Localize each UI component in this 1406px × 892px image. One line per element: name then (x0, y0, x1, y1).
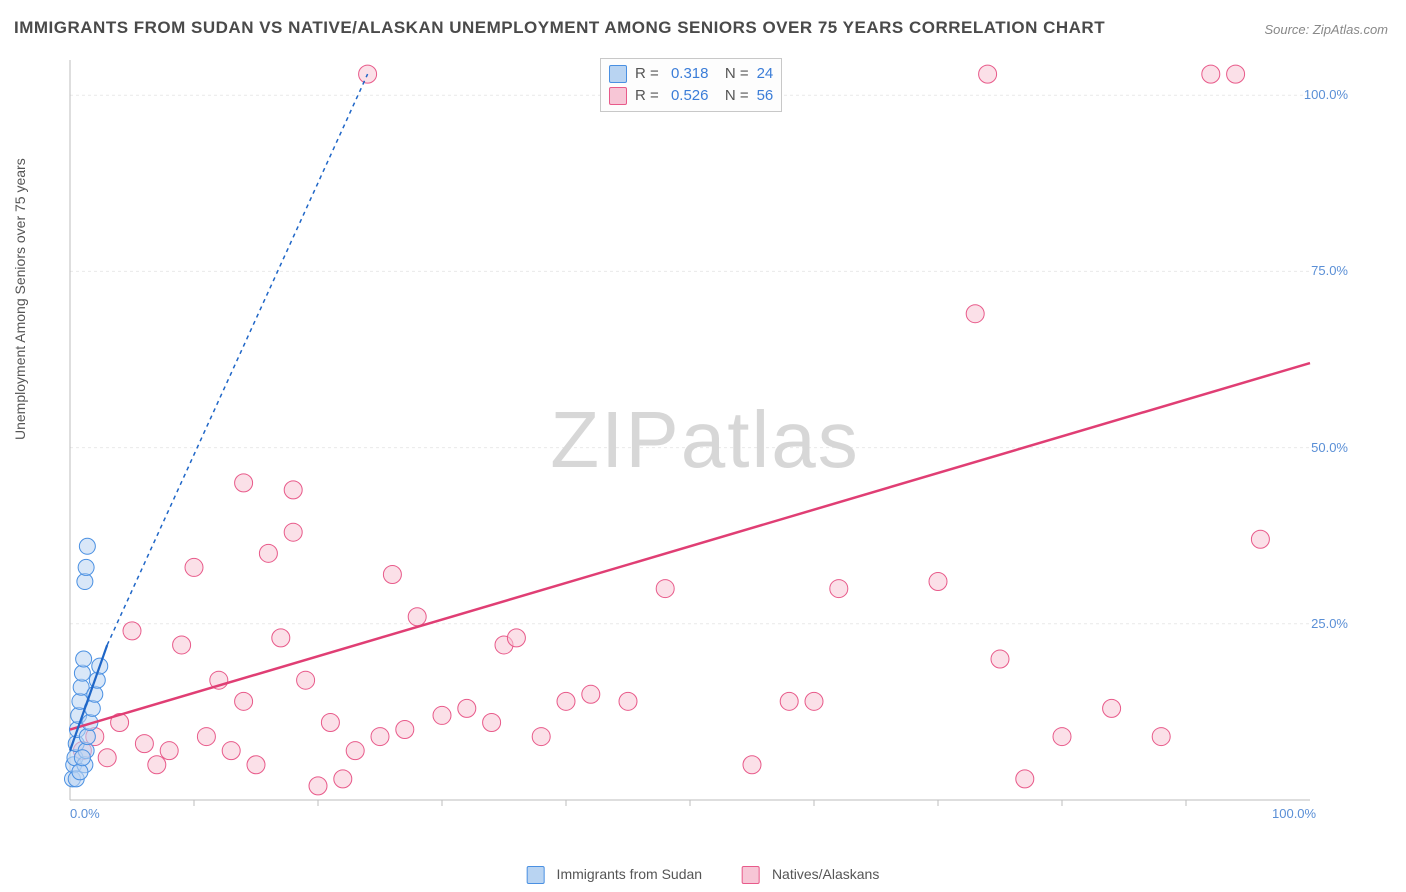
scatter-plot: ZIPatlas R = 0.318 N =24R = 0.526 N =56 … (60, 50, 1350, 830)
legend-item-natives: Natives/Alaskans (742, 866, 879, 884)
x-tick-label: 100.0% (1272, 806, 1316, 821)
n-value: 24 (757, 63, 774, 85)
series-legend: Immigrants from Sudan Natives/Alaskans (527, 866, 880, 884)
r-label: R = (635, 63, 663, 85)
legend-swatch-natives (742, 866, 760, 884)
n-label: N = (716, 63, 748, 85)
legend-item-sudan: Immigrants from Sudan (527, 866, 702, 884)
legend-swatch-icon (609, 87, 627, 105)
source-attribution: Source: ZipAtlas.com (1264, 22, 1388, 37)
y-tick-label: 75.0% (1311, 263, 1348, 278)
legend-label-natives: Natives/Alaskans (772, 866, 879, 882)
x-tick-label: 0.0% (70, 806, 100, 821)
plot-svg (60, 50, 1350, 830)
correlation-row: R = 0.526 N = 56 (609, 85, 773, 107)
legend-swatch-icon (609, 65, 627, 83)
r-value: 0.318 (671, 63, 709, 85)
r-value: 0.526 (671, 85, 709, 107)
y-tick-label: 25.0% (1311, 616, 1348, 631)
correlation-legend: R = 0.318 N = 24 R = 0.526 N = 56 (600, 58, 782, 112)
correlation-row: R = 0.318 N = 24 (609, 63, 773, 85)
y-axis-label: Unemployment Among Seniors over 75 years (12, 158, 28, 440)
legend-label-sudan: Immigrants from Sudan (557, 866, 703, 882)
page-title: IMMIGRANTS FROM SUDAN VS NATIVE/ALASKAN … (14, 18, 1105, 38)
r-label: R = (635, 85, 663, 107)
n-value: 56 (757, 85, 774, 107)
legend-swatch-sudan (527, 866, 545, 884)
y-tick-label: 50.0% (1311, 440, 1348, 455)
y-tick-label: 100.0% (1304, 87, 1348, 102)
n-label: N = (716, 85, 748, 107)
